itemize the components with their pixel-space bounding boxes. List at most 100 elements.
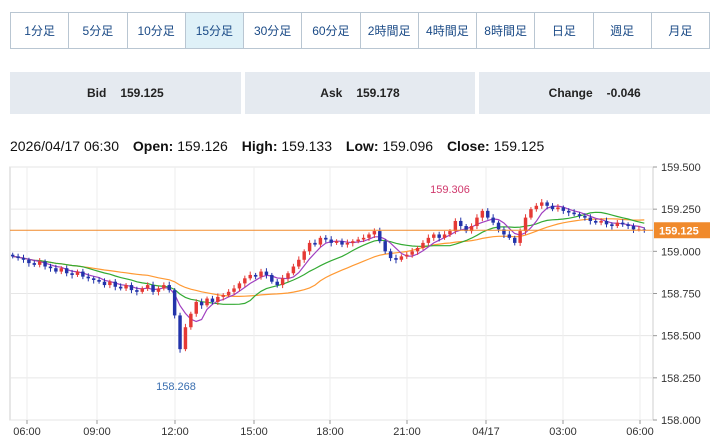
change-cell: Change -0.046 [479,72,711,114]
candle-body [129,285,134,291]
candle-body [189,313,193,328]
timeframe-tab[interactable]: 5分足 [69,13,128,48]
ohlc-datetime: 2026/04/17 06:30 [10,138,119,154]
candle-body [253,274,258,277]
candle-body [566,210,571,213]
candle-body [156,288,161,292]
timeframe-tab[interactable]: 30分足 [244,13,303,48]
candle-body [302,251,306,260]
candle-body [275,281,279,286]
y-tick-label: 158.000 [661,415,701,427]
candle-body [388,251,393,259]
bid-label: Bid [86,86,107,100]
candle-body [313,242,317,245]
close-label: Close: [446,138,490,154]
x-tick-label: 06:00 [626,426,654,438]
timeframe-tab[interactable]: 週足 [593,13,652,48]
ma-mid-line [12,211,645,305]
timeframe-tab[interactable]: 1分足 [11,13,70,48]
y-tick-label: 159.000 [661,246,701,258]
candle-body [113,281,117,287]
ma-short-line [12,205,645,323]
candle-body [615,222,620,227]
candle-body [280,278,285,286]
candle-body [334,241,339,243]
low-label: Low: [345,138,379,154]
candle-body [172,290,177,316]
candle-body [507,234,512,238]
price-chart[interactable]: 159.500 159.250 159.000 158.750 158.500 158.2… [0,150,720,441]
candle-body [124,285,128,289]
candle-body [442,234,447,238]
candle-body [286,273,290,279]
candle-body [102,281,107,286]
candle-body [162,285,166,289]
ask-cell: Ask 159.178 [244,72,476,114]
candle-body [604,220,609,225]
candle-body [10,254,15,257]
candle-body [610,224,614,227]
candle-body [210,298,215,302]
y-tick-label: 159.250 [661,204,701,216]
candle-body [383,241,387,252]
high-annotation: 159.306 [430,184,470,196]
candle-body [534,205,539,210]
candle-body [248,274,252,279]
candle-body [426,237,431,243]
candle-body [27,259,31,264]
candle-body [432,234,436,238]
candle-body [588,217,593,221]
candle-body [345,242,350,245]
candle-body [64,268,69,274]
candle-body [491,217,495,223]
x-tick-label: 04/17 [472,426,500,438]
candle-body [502,229,506,235]
bid-value: 159.125 [120,86,164,100]
bid-cell: Bid 159.125 [10,72,241,114]
candle-body [151,285,155,292]
candle-body [340,241,344,245]
candle-body [167,285,171,291]
candle-body [70,273,74,275]
timeframe-tab[interactable]: 60分足 [302,13,361,48]
candle-body [399,256,404,260]
candle-body [480,210,485,218]
quote-bar: Bid 159.125 Ask 159.178 Change -0.046 [10,72,711,114]
candle-body [496,222,501,230]
open-value: 159.126 [177,138,228,154]
candle-body [118,286,123,289]
candle-body [572,212,576,215]
timeframe-tab[interactable]: 4時間足 [418,13,477,48]
candle-body [620,222,625,225]
timeframe-tab[interactable]: 8時間足 [477,13,536,48]
candle-body [421,242,425,248]
candle-body [361,237,366,240]
candle-body [194,301,198,314]
candle-body [226,291,231,296]
candle-body [599,220,603,223]
timeframe-tab[interactable]: 10分足 [127,13,186,48]
timeframe-tab[interactable]: 2時間足 [360,13,419,48]
candle-body [91,278,96,281]
candle-body [394,258,398,260]
timeframe-tab[interactable]: 月足 [651,13,709,48]
open-label: Open: [132,138,174,154]
ohlc-readout: 2026/04/17 06:30 Open: 159.126 High: 159… [10,138,554,154]
candle-body [140,288,144,292]
candle-body [48,266,53,269]
y-tick-label: 159.500 [661,162,701,174]
x-tick-label: 03:00 [549,426,577,438]
candle-body [81,271,85,277]
candle-body [43,261,47,267]
change-value: -0.046 [606,86,641,100]
y-tick-label: 158.500 [661,331,701,343]
candle-body [626,224,630,227]
candle-body [264,271,269,275]
candle-body [86,276,91,279]
candle-body [529,209,533,218]
candle-body [469,226,474,232]
candle-body [518,231,522,243]
candle-body [221,295,225,297]
timeframe-tab[interactable]: 15分足 [185,13,244,48]
timeframe-tab[interactable]: 日足 [535,13,594,48]
